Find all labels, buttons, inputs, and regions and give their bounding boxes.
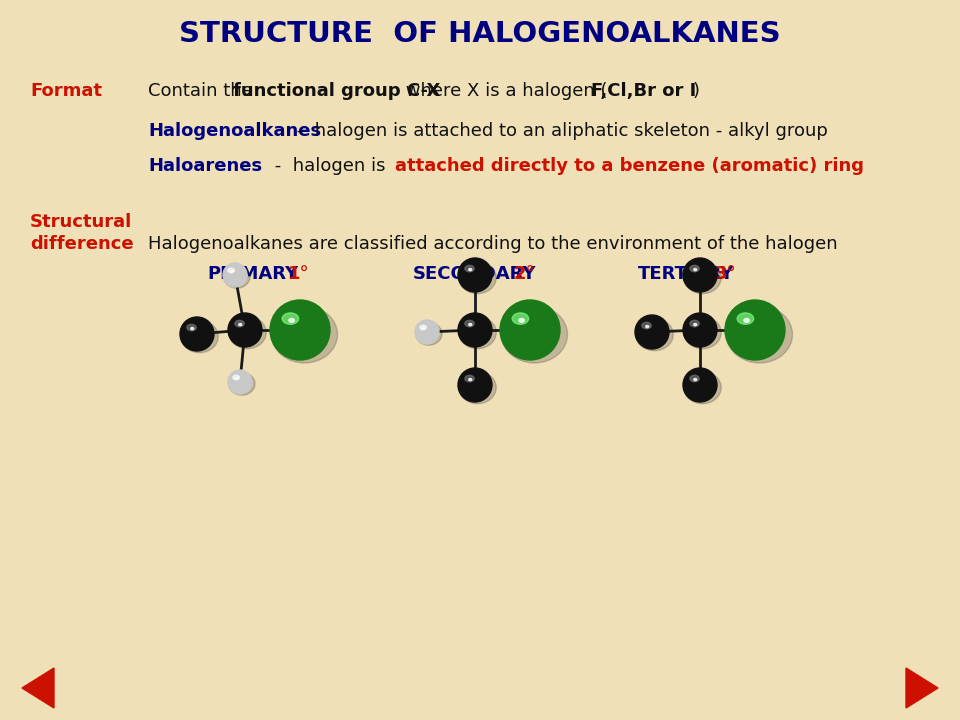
Ellipse shape xyxy=(690,375,699,382)
Ellipse shape xyxy=(228,268,234,273)
Ellipse shape xyxy=(180,320,218,353)
Ellipse shape xyxy=(420,325,426,330)
Text: Halogenoalkanes are classified according to the environment of the halogen: Halogenoalkanes are classified according… xyxy=(148,235,838,253)
Circle shape xyxy=(458,368,492,402)
Ellipse shape xyxy=(636,318,673,351)
Ellipse shape xyxy=(744,318,750,323)
Ellipse shape xyxy=(459,316,496,348)
Text: Contain the: Contain the xyxy=(148,82,258,100)
Ellipse shape xyxy=(289,318,295,323)
Circle shape xyxy=(223,263,247,287)
Ellipse shape xyxy=(684,261,721,294)
Ellipse shape xyxy=(501,306,567,363)
Ellipse shape xyxy=(282,313,299,324)
Text: F,Cl,Br or I: F,Cl,Br or I xyxy=(591,82,696,100)
Ellipse shape xyxy=(684,316,721,348)
Polygon shape xyxy=(906,668,938,708)
Text: functional group C-X: functional group C-X xyxy=(233,82,441,100)
Ellipse shape xyxy=(512,313,529,324)
Text: difference: difference xyxy=(30,235,133,253)
Ellipse shape xyxy=(422,328,424,329)
Circle shape xyxy=(683,313,717,347)
Ellipse shape xyxy=(465,265,474,271)
Ellipse shape xyxy=(646,325,649,328)
Ellipse shape xyxy=(228,372,255,395)
Text: ): ) xyxy=(693,82,700,100)
Ellipse shape xyxy=(459,372,496,404)
Ellipse shape xyxy=(230,271,232,272)
Ellipse shape xyxy=(233,375,239,379)
Circle shape xyxy=(635,315,669,349)
Text: where X is a halogen (: where X is a halogen ( xyxy=(400,82,608,100)
Ellipse shape xyxy=(235,320,244,327)
Ellipse shape xyxy=(694,269,697,271)
Text: PRIMARY: PRIMARY xyxy=(207,265,299,283)
Ellipse shape xyxy=(684,372,721,404)
Text: SECONDARY: SECONDARY xyxy=(413,265,537,283)
Text: STRUCTURE  OF HALOGENOALKANES: STRUCTURE OF HALOGENOALKANES xyxy=(180,20,780,48)
Text: -  halogen is: - halogen is xyxy=(246,157,392,175)
Ellipse shape xyxy=(191,328,194,330)
Circle shape xyxy=(228,313,262,347)
Ellipse shape xyxy=(727,306,793,363)
Ellipse shape xyxy=(235,377,238,379)
Ellipse shape xyxy=(468,269,471,271)
Ellipse shape xyxy=(187,324,196,330)
Text: Structural: Structural xyxy=(30,213,132,231)
Text: 3°: 3° xyxy=(715,265,736,283)
Text: -  halogen is attached to an aliphatic skeleton - alkyl group: - halogen is attached to an aliphatic sk… xyxy=(291,122,828,140)
Text: 1°: 1° xyxy=(288,265,310,283)
Ellipse shape xyxy=(519,318,524,323)
Text: 2°: 2° xyxy=(514,265,536,283)
Ellipse shape xyxy=(468,323,471,325)
Text: Format: Format xyxy=(30,82,102,100)
Ellipse shape xyxy=(272,306,338,363)
Ellipse shape xyxy=(468,379,471,381)
Circle shape xyxy=(683,368,717,402)
Ellipse shape xyxy=(224,266,250,288)
Circle shape xyxy=(228,370,252,394)
Ellipse shape xyxy=(465,320,474,327)
Ellipse shape xyxy=(690,320,699,327)
Circle shape xyxy=(683,258,717,292)
Circle shape xyxy=(458,313,492,347)
Ellipse shape xyxy=(465,375,474,382)
Ellipse shape xyxy=(459,261,496,294)
Text: TERTIARY: TERTIARY xyxy=(638,265,734,283)
Circle shape xyxy=(180,317,214,351)
Polygon shape xyxy=(22,668,54,708)
Circle shape xyxy=(270,300,330,360)
Circle shape xyxy=(500,300,560,360)
Ellipse shape xyxy=(690,265,699,271)
Ellipse shape xyxy=(642,323,651,329)
Text: Halogenoalkanes: Halogenoalkanes xyxy=(148,122,322,140)
Text: Haloarenes: Haloarenes xyxy=(148,157,262,175)
Ellipse shape xyxy=(737,313,754,324)
Circle shape xyxy=(725,300,785,360)
Circle shape xyxy=(458,258,492,292)
Ellipse shape xyxy=(416,323,442,345)
Ellipse shape xyxy=(694,379,697,381)
Ellipse shape xyxy=(239,323,242,325)
Ellipse shape xyxy=(694,323,697,325)
Ellipse shape xyxy=(228,316,266,348)
Text: attached directly to a benzene (aromatic) ring: attached directly to a benzene (aromatic… xyxy=(395,157,864,175)
Circle shape xyxy=(415,320,439,344)
